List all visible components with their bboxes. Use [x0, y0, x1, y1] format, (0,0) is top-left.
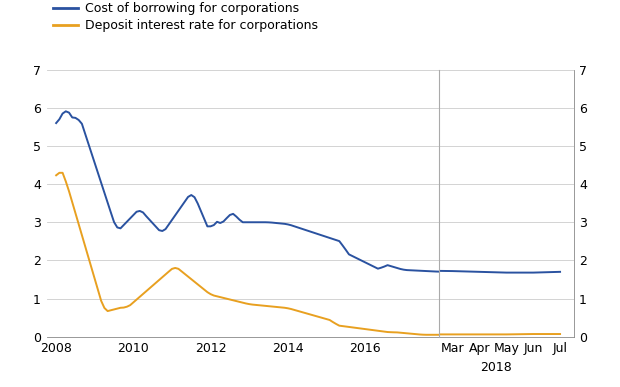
Text: 2018: 2018	[480, 361, 511, 374]
Legend: Cost of borrowing for corporations, Deposit interest rate for corporations: Cost of borrowing for corporations, Depo…	[53, 2, 318, 32]
